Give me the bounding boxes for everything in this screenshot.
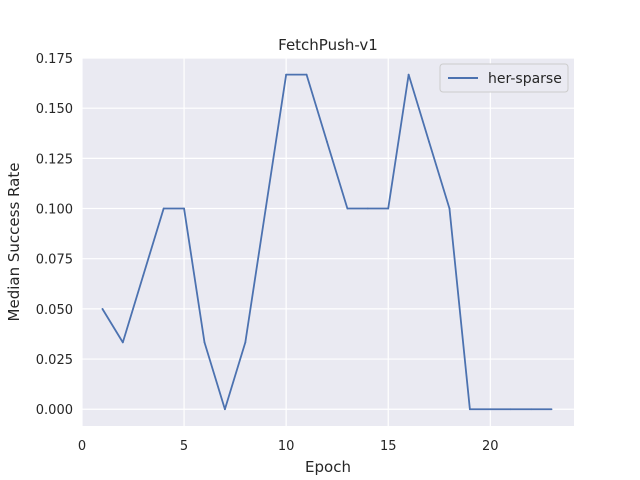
- data-point: [366, 207, 369, 210]
- grid-lines: [81, 57, 574, 426]
- data-point: [162, 207, 165, 210]
- y-axis-label: Median Success Rate: [5, 163, 23, 322]
- x-tick-label: 15: [380, 439, 397, 454]
- data-point: [346, 207, 349, 210]
- data-point: [407, 73, 410, 76]
- x-tick-labels: 0 5 10 15 20: [78, 439, 499, 454]
- data-point: [224, 408, 226, 411]
- data-point: [326, 140, 328, 143]
- y-tick-label: 0.150: [36, 102, 73, 117]
- data-point: [101, 307, 104, 310]
- data-point: [428, 140, 430, 143]
- data-point: [285, 73, 288, 76]
- y-tick-label: 0.075: [36, 253, 73, 268]
- y-tick-label: 0.050: [36, 303, 73, 318]
- legend-frame: [439, 63, 569, 93]
- data-point: [203, 341, 206, 344]
- data-point: [550, 408, 553, 411]
- data-point: [264, 207, 267, 210]
- x-tick-label: 20: [482, 439, 499, 454]
- data-point: [305, 73, 308, 76]
- data-point: [509, 408, 512, 411]
- x-tick-label: 10: [278, 439, 295, 454]
- data-point: [489, 408, 492, 411]
- legend: her-sparse: [439, 63, 569, 93]
- series-layer: [101, 73, 553, 411]
- legend-label-her-sparse: her-sparse: [488, 71, 562, 87]
- data-point: [530, 408, 533, 411]
- chart-title: FetchPush-v1: [278, 36, 378, 54]
- y-tick-label: 0.025: [36, 353, 73, 368]
- y-tick-labels: 0.000 0.025 0.050 0.075 0.100 0.125 0.150 0.175: [36, 52, 73, 418]
- y-tick-label: 0.000: [36, 403, 73, 418]
- data-point: [387, 207, 390, 210]
- x-axis-label: Epoch: [305, 458, 351, 476]
- y-tick-label: 0.100: [36, 203, 73, 218]
- data-point: [244, 341, 247, 344]
- data-point: [448, 207, 451, 210]
- data-point: [142, 274, 145, 277]
- x-tick-label: 5: [180, 439, 188, 454]
- x-tick-label: 0: [78, 439, 86, 454]
- plot-area: [82, 58, 574, 426]
- y-tick-label: 0.125: [36, 152, 73, 167]
- data-point: [121, 341, 124, 344]
- data-point: [468, 408, 471, 411]
- y-tick-label: 0.175: [36, 52, 73, 67]
- data-point: [183, 207, 185, 210]
